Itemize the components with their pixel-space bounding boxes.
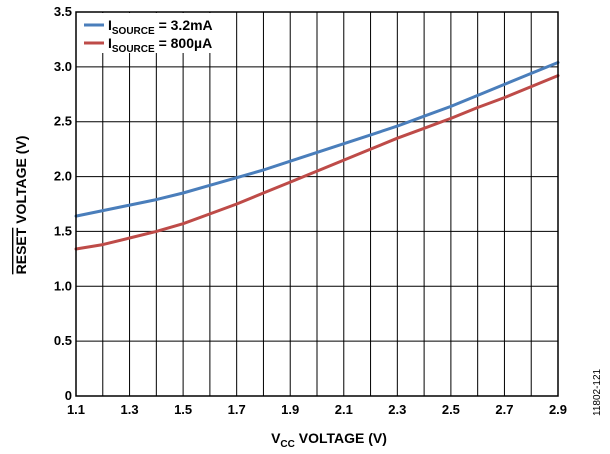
series-lines — [74, 61, 560, 251]
x-tick-label: 1.5 — [174, 402, 192, 417]
y-tick-labels: 0 0.5 1.0 1.5 2.0 2.5 3.0 3.5 — [54, 4, 72, 403]
x-tick-label: 1.3 — [121, 402, 139, 417]
x-axis-label-sub: CC — [280, 439, 294, 450]
y-tick-label: 2.5 — [54, 114, 72, 129]
y-tick-label: 0.5 — [54, 333, 72, 348]
plot-frame — [75, 11, 559, 397]
series-line-2 — [74, 74, 560, 251]
x-tick-labels: 1.1 1.3 1.5 1.7 1.9 2.1 2.3 2.5 2.7 2.9 — [67, 402, 567, 417]
x-axis-label-suffix: VOLTAGE (V) — [295, 430, 387, 446]
y-tick-label: 2.0 — [54, 169, 72, 184]
x-tick-label: 1.9 — [281, 402, 299, 417]
x-tick-label: 2.5 — [442, 402, 460, 417]
y-tick-label: 1.0 — [54, 278, 72, 293]
legend-label-1: ISOURCE = 3.2mA — [108, 17, 213, 37]
legend-label-suffix: = 3.2mA — [155, 17, 213, 33]
figure-id: 11802-121 — [592, 368, 603, 416]
x-axis-label-prefix: V — [271, 430, 281, 446]
y-axis-label-suffix: VOLTAGE (V) — [13, 136, 29, 228]
x-tick-label: 1.1 — [67, 402, 85, 417]
y-axis-label-overline: RESET — [13, 227, 29, 274]
legend-label-prefix: I — [108, 35, 112, 51]
y-tick-label: 0 — [65, 388, 72, 403]
legend-background — [78, 13, 226, 53]
x-axis-label: VCC VOLTAGE (V) — [271, 430, 387, 450]
x-tick-label: 2.3 — [388, 402, 406, 417]
y-tick-label: 3.0 — [54, 59, 72, 74]
x-tick-label: 1.7 — [228, 402, 246, 417]
grid-lines — [76, 12, 558, 396]
y-axis-label: RESET VOLTAGE (V) — [13, 136, 29, 275]
x-tick-label: 2.7 — [495, 402, 513, 417]
series-line-1 — [74, 61, 560, 218]
y-tick-label: 1.5 — [54, 223, 72, 238]
legend-label-suffix: = 800µA — [155, 35, 213, 51]
legend-label-2: ISOURCE = 800µA — [108, 35, 212, 55]
legend-label-sub: SOURCE — [112, 44, 155, 55]
legend-label-prefix: I — [108, 17, 112, 33]
legend-label-sub: SOURCE — [112, 26, 155, 37]
x-tick-label: 2.1 — [335, 402, 353, 417]
y-tick-label: 3.5 — [54, 4, 72, 19]
x-tick-label: 2.9 — [549, 402, 567, 417]
